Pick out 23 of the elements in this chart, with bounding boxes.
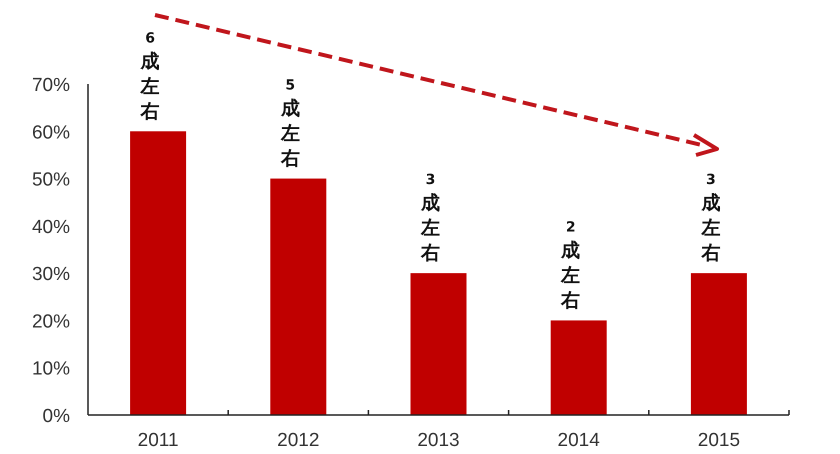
y-tick-label: 10% (32, 358, 70, 380)
x-tick-label: 2013 (417, 430, 460, 451)
y-tick-label: 50% (32, 170, 70, 191)
bar (690, 273, 747, 415)
x-tick-label: 2011 (138, 430, 179, 451)
y-tick-label: 40% (32, 216, 70, 238)
annotation: 5成左右 (280, 78, 300, 170)
y-tick-label: 20% (32, 311, 70, 332)
x-tick-label: 2015 (698, 430, 740, 451)
annotation: 6成左右 (140, 30, 160, 122)
annotation: 3成左右 (420, 172, 440, 264)
bar (550, 320, 607, 415)
bar (270, 178, 326, 415)
x-tick-label: 2014 (558, 430, 600, 451)
bar (410, 273, 466, 415)
annotation: 2成左右 (560, 219, 580, 312)
x-tick-label: 2012 (277, 430, 320, 451)
y-tick-label: 30% (32, 264, 70, 286)
annotation: 3成左右 (700, 172, 720, 264)
bar (130, 131, 186, 415)
y-tick-label: 70% (32, 75, 70, 96)
y-tick-label: 60% (32, 122, 70, 144)
y-tick-label: 0% (42, 406, 70, 427)
